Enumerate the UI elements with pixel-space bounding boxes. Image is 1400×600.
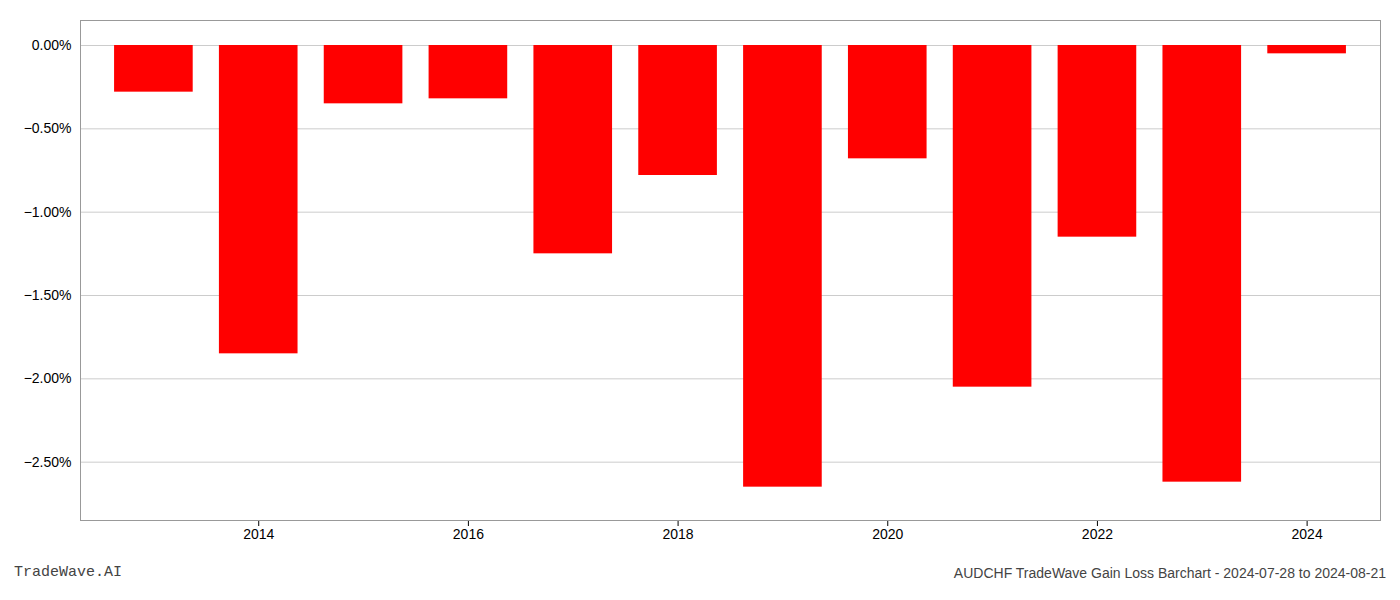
svg-text:−0.50%: −0.50% — [24, 120, 72, 136]
html-text:AUDCHF TradeWave Gain Loss Bar: AUDCHF TradeWave Gain Loss Barchart - 20… — [953, 565, 1386, 581]
svg-text:2018: 2018 — [663, 526, 694, 542]
svg-text:2024: 2024 — [1292, 526, 1323, 542]
svg-text:−1.00%: −1.00% — [24, 204, 72, 220]
svg-text:2022: 2022 — [1082, 526, 1113, 542]
html-text:TradeWave.AI: TradeWave.AI — [14, 564, 122, 581]
svg-text:−2.00%: −2.00% — [24, 370, 72, 386]
svg-text:2020: 2020 — [872, 526, 903, 542]
svg-text:0.00%: 0.00% — [32, 37, 72, 53]
svg-text:−1.50%: −1.50% — [24, 287, 72, 303]
svg-text:2014: 2014 — [243, 526, 274, 542]
svg-text:2016: 2016 — [453, 526, 484, 542]
svg-text:−2.50%: −2.50% — [24, 454, 72, 470]
